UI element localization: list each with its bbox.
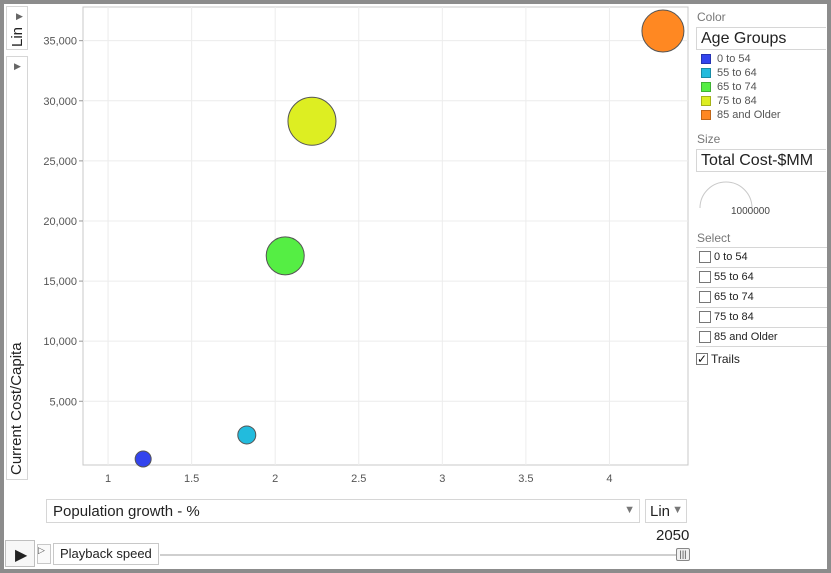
select-label: 0 to 54 [714, 251, 748, 263]
legend-swatch [701, 82, 711, 92]
legend-swatch [701, 68, 711, 78]
legend-swatch [701, 54, 711, 64]
select-label: 55 to 64 [714, 271, 754, 283]
y-scale-arrow-icon: ▶ [16, 11, 23, 21]
bubble [641, 9, 685, 53]
y-tick-label: 10,000 [43, 336, 77, 348]
select-section-title: Select [697, 231, 731, 245]
y-metric-dropdown[interactable]: ▶ Current Cost/Capita [6, 56, 28, 480]
x-metric-dropdown[interactable]: Population growth - % ▼ [46, 499, 640, 523]
x-scale-label: Lin [650, 503, 671, 520]
select-label: 65 to 74 [714, 291, 754, 303]
bubble [134, 450, 152, 468]
y-tick-label: 15,000 [43, 276, 77, 288]
y-tick-label: 25,000 [43, 156, 77, 168]
x-scale-dropdown[interactable]: Lin ▼ [645, 499, 687, 523]
select-checkbox[interactable] [699, 251, 711, 263]
select-item[interactable]: 65 to 74 [696, 287, 827, 307]
legend-swatch [701, 110, 711, 120]
trails-toggle[interactable]: ✓ Trails [696, 352, 827, 370]
select-label: 85 and Older [714, 331, 778, 343]
size-scale-label: 1000000 [731, 206, 770, 217]
trails-checkbox[interactable]: ✓ [696, 352, 708, 366]
select-checkbox[interactable] [699, 271, 711, 283]
x-metric-arrow-icon: ▼ [624, 504, 635, 516]
x-tick-label: 4 [606, 473, 612, 485]
time-slider-track[interactable] [160, 554, 686, 556]
select-label: 75 to 84 [714, 311, 754, 323]
size-scale-icon [699, 181, 753, 209]
select-item[interactable]: 55 to 64 [696, 267, 827, 287]
select-item[interactable]: 85 and Older [696, 327, 827, 347]
current-year-label: 2050 [656, 527, 690, 544]
select-checkbox[interactable] [699, 331, 711, 343]
legend-swatch [701, 96, 711, 106]
legend-label: 85 and Older [717, 109, 781, 121]
x-scale-arrow-icon: ▼ [672, 504, 683, 516]
select-item[interactable]: 0 to 54 [696, 247, 827, 267]
play-button[interactable]: ▶ [5, 540, 35, 567]
x-tick-label: 3.5 [518, 473, 533, 485]
x-tick-label: 2.5 [351, 473, 366, 485]
y-metric-arrow-icon: ▶ [14, 61, 21, 71]
legend-label: 75 to 84 [717, 95, 757, 107]
play-icon: ▶ [15, 547, 28, 564]
legend-label: 0 to 54 [717, 53, 751, 65]
select-checkbox[interactable] [699, 291, 711, 303]
size-section-title: Size [697, 132, 721, 146]
x-tick-label: 1 [105, 473, 111, 485]
bubble [287, 96, 337, 146]
select-item[interactable]: 75 to 84 [696, 307, 827, 327]
bubble [265, 236, 305, 276]
x-tick-label: 2 [272, 473, 278, 485]
size-dropdown[interactable]: Total Cost-$MM [696, 149, 826, 172]
legend-label: 55 to 64 [717, 67, 757, 79]
trails-label: Trails [711, 352, 740, 366]
y-tick-label: 5,000 [49, 396, 77, 408]
y-tick-label: 35,000 [43, 36, 77, 48]
y-tick-label: 20,000 [43, 216, 77, 228]
playback-speed-icon[interactable]: ▷ [37, 544, 51, 564]
x-tick-label: 1.5 [184, 473, 199, 485]
x-axis-label: Population growth - % [53, 503, 200, 520]
color-section-title: Color [697, 10, 726, 24]
plot-background [82, 6, 689, 466]
select-checkbox[interactable] [699, 311, 711, 323]
bubble [237, 425, 257, 445]
playback-speed-tooltip: Playback speed [53, 543, 159, 565]
y-scale-dropdown[interactable]: ▶ Lin [6, 6, 28, 50]
legend-label: 65 to 74 [717, 81, 757, 93]
y-tick-label: 30,000 [43, 96, 77, 108]
time-slider-handle[interactable]: ||| [676, 548, 690, 561]
color-dropdown[interactable]: Age Groups [696, 27, 826, 50]
x-tick-label: 3 [439, 473, 445, 485]
